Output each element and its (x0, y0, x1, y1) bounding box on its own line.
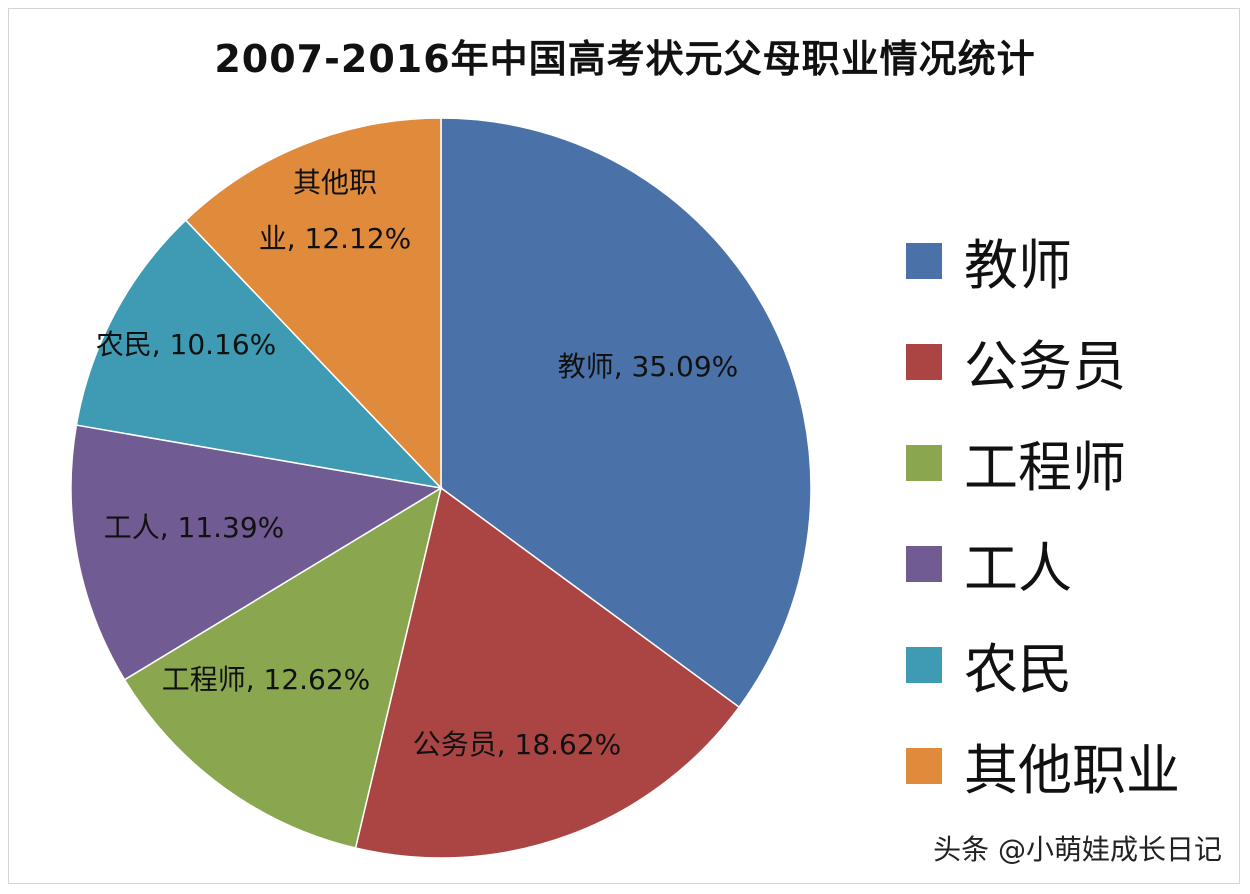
chart-legend: 教师公务员工程师工人农民其他职业 (906, 210, 1180, 816)
pie-slice-4 (70, 424, 444, 681)
legend-item: 工程师 (906, 412, 1180, 513)
legend-swatch (906, 343, 942, 380)
legend-label: 其他职业 (964, 739, 1180, 802)
slice-data-label-4: 工人, 11.39% (104, 511, 285, 544)
pie-slice-5 (75, 219, 444, 490)
legend-label: 教师 (964, 234, 1072, 297)
pie-slice-6 (184, 117, 442, 490)
legend-item: 教师 (906, 210, 1180, 311)
legend-item: 工人 (906, 513, 1180, 614)
slice-data-label-5: 农民, 10.16% (96, 328, 277, 361)
legend-swatch (906, 242, 942, 279)
slice-data-label-1: 教师, 35.09% (558, 350, 739, 383)
legend-swatch (906, 646, 942, 683)
legend-swatch (906, 545, 942, 582)
chart-title: 2007-2016年中国高考状元父母职业情况统计 (214, 37, 1036, 81)
legend-swatch (906, 444, 942, 481)
slice-data-label-6: 其他职业, 12.12% (259, 166, 412, 255)
legend-swatch (906, 747, 942, 784)
legend-label: 农民 (964, 638, 1072, 701)
slice-data-label-3: 工程师, 12.62% (162, 663, 371, 696)
pie-slice-3 (123, 486, 443, 849)
pie-slice-2 (354, 486, 741, 859)
legend-item: 公务员 (906, 311, 1180, 412)
legend-label: 公务员 (964, 335, 1126, 398)
watermark-text: 头条 @小萌娃成长日记 (933, 833, 1222, 866)
slice-data-label-line: 业, 12.12% (259, 222, 412, 255)
legend-label: 工程师 (964, 436, 1126, 499)
slice-data-label-line: 其他职 (293, 166, 377, 199)
pie-slice-1 (440, 117, 812, 709)
legend-item: 农民 (906, 614, 1180, 715)
slice-data-label-2: 公务员, 18.62% (413, 728, 622, 761)
legend-item: 其他职业 (906, 715, 1180, 816)
legend-label: 工人 (964, 537, 1072, 600)
